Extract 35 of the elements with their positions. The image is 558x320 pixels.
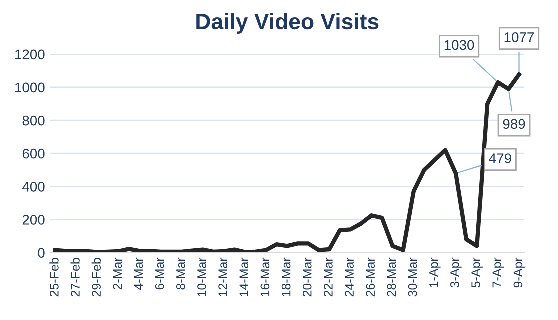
y-tick-label: 200 xyxy=(22,215,45,225)
x-tick-label: 26-Mar xyxy=(366,258,376,297)
y-tick-label: 600 xyxy=(22,148,45,159)
x-tick-label: 3-Apr xyxy=(450,258,462,288)
x-tick-label: 1-Apr xyxy=(430,258,441,288)
x-tick-label: 5-Apr xyxy=(472,258,483,288)
x-tick-label: 9-Apr xyxy=(514,258,526,288)
x-tick-label: 27-Feb xyxy=(70,258,80,297)
y-tick-label: 1000 xyxy=(16,82,45,93)
y-tick-label: 0 xyxy=(38,248,45,258)
chart-title: Daily Video Visits xyxy=(196,13,379,34)
x-tick-label: 28-Mar xyxy=(387,258,396,297)
y-tick-label: 800 xyxy=(22,116,45,126)
y-tick-label: 1200 xyxy=(16,50,45,60)
x-tick-label: 6-Mar xyxy=(155,258,164,290)
x-tick-label: 16-Mar xyxy=(260,258,270,296)
x-tick-label: 29-Feb xyxy=(92,258,102,297)
y-tick-label: 400 xyxy=(22,182,45,192)
x-tick-label: 12-Mar xyxy=(218,258,228,296)
x-tick-label: 22-Mar xyxy=(324,258,333,297)
x-tick-label: 24-Mar xyxy=(345,258,354,297)
data-label: 479 xyxy=(489,154,512,164)
x-tick-label: 25-Feb xyxy=(50,258,59,297)
x-tick-label: 30-Mar xyxy=(408,258,418,297)
x-tick-label: 7-Apr xyxy=(492,258,504,288)
x-tick-label: 4-Mar xyxy=(134,258,144,290)
x-tick-label: 18-Mar xyxy=(282,258,291,296)
data-label: 1077 xyxy=(504,32,534,42)
data-label: 1030 xyxy=(444,40,474,50)
data-label: 989 xyxy=(503,119,526,130)
x-tick-label: 20-Mar xyxy=(302,258,312,297)
x-tick-label: 14-Mar xyxy=(240,258,249,296)
x-tick-label: 2-Mar xyxy=(113,258,122,290)
x-tick-label: 10-Mar xyxy=(198,258,206,296)
x-tick-label: 8-Mar xyxy=(176,258,186,290)
